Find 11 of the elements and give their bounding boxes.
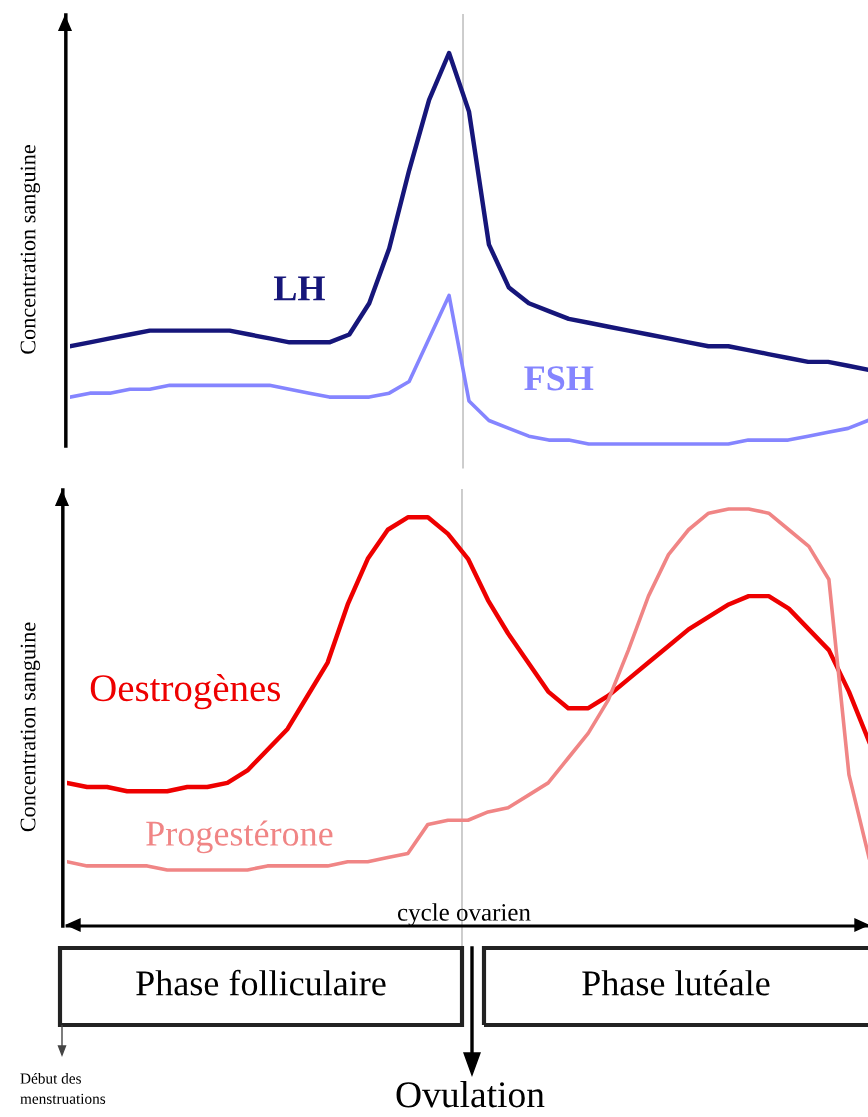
text: Ovulation bbox=[396, 1081, 545, 1108]
series-label: Oestrogènes bbox=[90, 673, 280, 710]
text: Phase lutéale bbox=[582, 970, 770, 996]
x-axis-title: cycle ovarien bbox=[397, 903, 531, 926]
text: Début des menstruations bbox=[20, 1072, 106, 1104]
text: Phase folliculaire bbox=[136, 969, 386, 996]
series-label: FSH bbox=[524, 366, 594, 391]
series-label: Progestérone bbox=[146, 820, 333, 854]
y-axis-title: Concentration sanguine bbox=[20, 622, 41, 832]
y-axis-title: Concentration sanguine bbox=[20, 145, 41, 354]
series-label: LH bbox=[273, 276, 325, 301]
